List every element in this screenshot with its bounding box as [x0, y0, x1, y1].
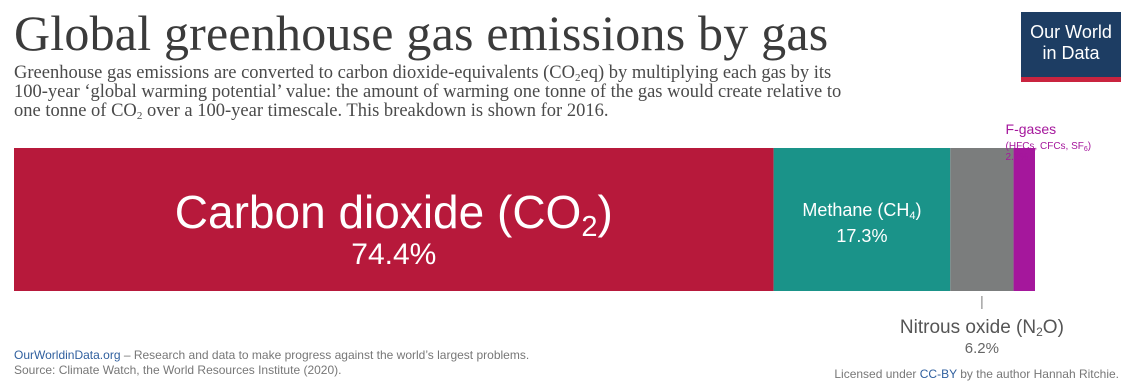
subtitle-line-2: 100-year ‘global warming potential’ valu… [14, 82, 842, 102]
f-gases-value-label: 2.1% [1006, 152, 1029, 163]
chart-subtitle: Greenhouse gas emissions are converted t… [14, 63, 1004, 122]
label-group: Carbon dioxide (CO2)74.4% Methane (CH4) 17… [175, 121, 1091, 357]
footer-tagline: – Research and data to make progress aga… [120, 348, 530, 362]
cc-by-link[interactable]: CC-BY [919, 367, 957, 381]
owid-site-link[interactable]: OurWorldinData.org [14, 348, 121, 362]
logo-line-1: Our World [1030, 22, 1112, 42]
footer-license: Licensed under CC-BY by the author Hanna… [834, 367, 1119, 381]
nitrous-oxide-name-label: Nitrous oxide (N2O) [900, 317, 1064, 339]
f-gases-name-label: F-gases [1006, 121, 1057, 137]
f-gases-detail-label: (HFCs, CFCs, SF6) [1006, 141, 1092, 153]
logo-line-2: in Data [1042, 43, 1100, 63]
methane-value-label: 17.3% [836, 226, 887, 246]
methane-name-label: Methane (CH4) [802, 200, 921, 222]
co2-name-label: Carbon dioxide (CO2) [175, 186, 613, 243]
bar-group [14, 148, 1035, 291]
bar-segment-2[interactable] [773, 148, 951, 291]
footer-source: Source: Climate Watch, the World Resourc… [14, 363, 342, 377]
bar-segment-4[interactable] [1013, 148, 1035, 291]
nitrous-oxide-value-label: 6.2% [965, 340, 999, 357]
owid-logo[interactable]: Our World in Data [1021, 12, 1121, 82]
footer-left: OurWorldinData.org – Research and data t… [14, 348, 529, 378]
bar-segment-3[interactable] [950, 148, 1014, 291]
chart-title: Global greenhouse gas emissions by gas [14, 5, 829, 61]
subtitle-line-3: one tonne of CO2 over a 100-year timesca… [14, 101, 609, 122]
subtitle-line-1: Greenhouse gas emissions are converted t… [14, 63, 832, 84]
co2-value-label: 74.4% [351, 238, 436, 271]
bar-segment-1[interactable] [14, 148, 774, 291]
